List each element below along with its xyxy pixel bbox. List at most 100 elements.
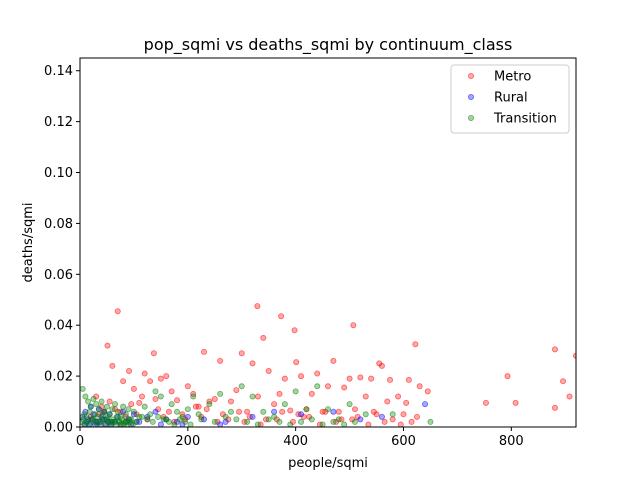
data-point [351, 418, 358, 425]
legend-label: Metro [494, 70, 531, 85]
data-point [130, 385, 137, 392]
data-point [381, 418, 388, 425]
data-point [128, 401, 135, 408]
data-point [127, 418, 134, 425]
series-transition [80, 383, 434, 427]
data-point [424, 388, 431, 395]
data-point [260, 334, 267, 341]
data-point [413, 413, 420, 420]
data-point [346, 401, 353, 408]
data-point [405, 376, 412, 383]
data-point [157, 375, 164, 382]
data-point [157, 421, 164, 427]
data-point [136, 399, 143, 406]
data-point [303, 406, 310, 413]
data-point [551, 404, 558, 411]
data-point [403, 399, 410, 406]
data-point [150, 350, 157, 357]
data-point [341, 384, 348, 391]
data-point [400, 411, 407, 418]
legend-box [450, 64, 570, 134]
data-point [324, 406, 331, 413]
y-tick-label: 0.08 [44, 217, 73, 232]
data-point [114, 408, 121, 415]
data-point [141, 370, 148, 377]
data-point [168, 401, 175, 408]
data-point [298, 418, 305, 425]
y-axis-title: deaths/sqmi [21, 202, 36, 282]
data-point [351, 406, 358, 413]
chart-title: pop_sqmi vs deaths_sqmi by continuum_cla… [144, 35, 513, 55]
data-point [319, 421, 326, 427]
data-point [573, 352, 576, 359]
data-point [85, 398, 92, 405]
data-point [100, 416, 107, 423]
data-point [427, 418, 434, 425]
data-point [362, 393, 369, 400]
data-point [335, 408, 342, 415]
data-point [109, 406, 116, 413]
data-point [350, 322, 357, 329]
data-point [187, 421, 194, 427]
data-point [149, 418, 156, 425]
data-point [287, 421, 294, 427]
data-point [217, 421, 224, 427]
data-point [422, 401, 429, 408]
data-point [330, 357, 337, 364]
data-point [278, 313, 285, 320]
data-point [238, 350, 245, 357]
data-point [141, 403, 148, 410]
data-point [217, 357, 224, 364]
data-point [174, 408, 181, 415]
data-point [104, 342, 111, 349]
x-tick-label: 200 [175, 434, 200, 449]
data-point [566, 393, 573, 400]
series-metro [87, 303, 576, 427]
data-point [182, 418, 189, 425]
legend-label: Rural [494, 91, 528, 106]
data-point [308, 390, 315, 397]
data-point [174, 397, 181, 404]
data-point [233, 416, 240, 423]
data-point [165, 418, 172, 425]
data-point [265, 368, 272, 375]
data-point [109, 362, 116, 369]
data-point [365, 421, 372, 427]
data-point [211, 396, 218, 403]
data-point [227, 408, 234, 415]
data-point [86, 421, 93, 427]
data-point [397, 421, 404, 427]
data-point [103, 403, 110, 410]
data-point [120, 403, 127, 410]
data-point [98, 398, 105, 405]
data-point [144, 416, 151, 423]
data-point [125, 406, 132, 413]
data-point [560, 378, 567, 385]
data-point [378, 362, 385, 369]
data-point [276, 390, 283, 397]
data-point [357, 416, 364, 423]
data-point [152, 408, 159, 415]
data-point [254, 303, 261, 310]
data-point [106, 398, 113, 405]
data-point [281, 375, 288, 382]
data-point [184, 413, 191, 420]
data-point [551, 346, 558, 353]
data-point [99, 411, 106, 418]
data-point [157, 393, 164, 400]
data-point [184, 406, 191, 413]
legend-marker [467, 94, 474, 101]
data-point [203, 406, 210, 413]
data-point [168, 388, 175, 395]
x-tick-label: 600 [391, 434, 416, 449]
points-layer [80, 303, 576, 427]
data-point [86, 408, 93, 415]
data-point [384, 398, 391, 405]
data-point [184, 383, 191, 390]
data-point [190, 393, 197, 400]
y-tick-label: 0.12 [44, 115, 73, 130]
data-point [378, 413, 385, 420]
y-tick-label: 0.14 [44, 64, 73, 79]
x-tick-label: 400 [283, 434, 308, 449]
